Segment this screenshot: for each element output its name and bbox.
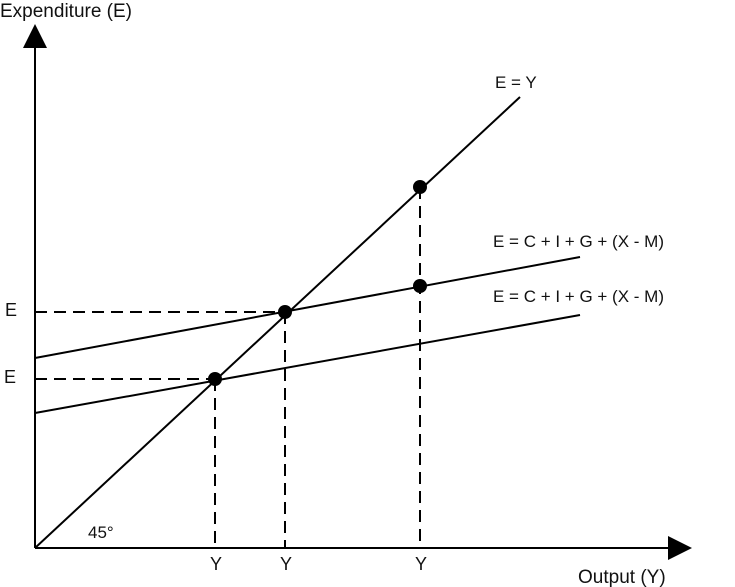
x-tick-left-y: Y <box>210 554 222 574</box>
lower-equilibrium-point <box>208 372 222 386</box>
forty-five-angle-label: 45° <box>88 523 114 542</box>
upper-ae-point <box>413 279 427 293</box>
lower-aggregate-expenditure-label: E = C + I + G + (X - M) <box>493 287 664 306</box>
forty-five-degree-line <box>34 96 521 549</box>
x-tick-middle-y: Y <box>280 554 292 574</box>
x-axis-title: Output (Y) <box>578 567 666 587</box>
x-tick-right-y: Y <box>415 554 427 574</box>
upper-aggregate-expenditure-label: E = C + I + G + (X - M) <box>493 232 664 251</box>
y-tick-upper-e: E <box>5 300 17 320</box>
y-axis-title: Expenditure (E) <box>0 1 132 22</box>
lower-aggregate-expenditure-line <box>34 314 581 414</box>
upper-equilibrium-point <box>278 305 292 319</box>
upper-aggregate-expenditure-line <box>34 256 581 359</box>
y-tick-lower-e: E <box>4 367 16 387</box>
forty-five-line-point <box>413 180 427 194</box>
forty-five-line-label: E = Y <box>495 73 537 92</box>
